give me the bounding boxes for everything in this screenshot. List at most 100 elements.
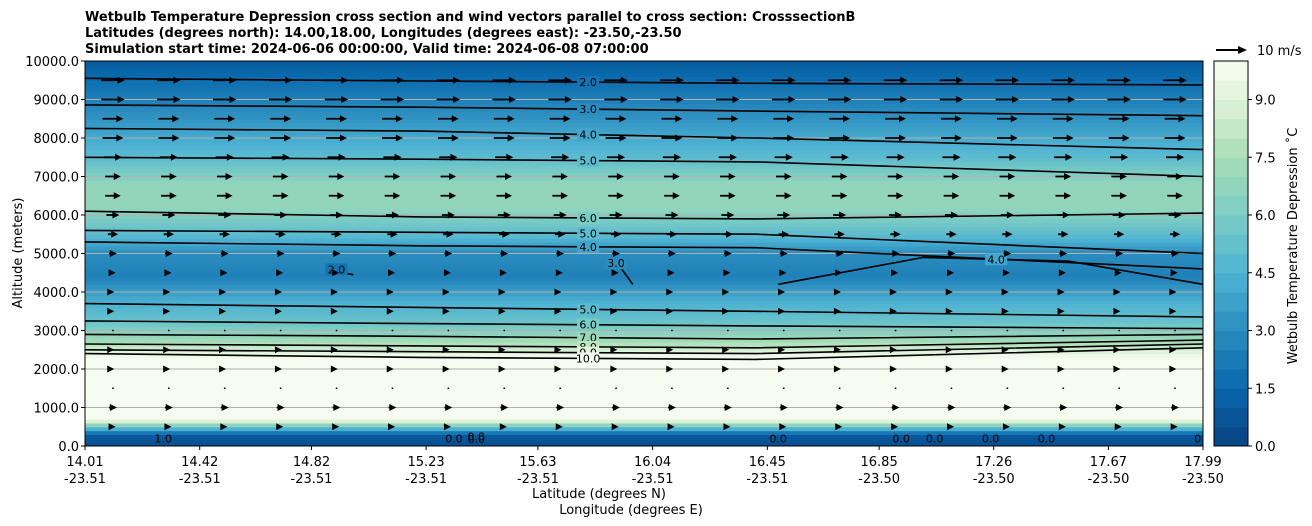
wind-vector-head — [836, 250, 844, 257]
contour-label-bg — [577, 318, 600, 331]
wind-vector-head — [274, 307, 282, 315]
contour-fill-band — [85, 280, 1203, 285]
wind-vector-head — [620, 76, 628, 84]
wind-vector-head — [498, 346, 506, 354]
wind-vector-head — [442, 365, 450, 373]
wind-vector-head — [787, 134, 795, 142]
wind-vector-head — [501, 250, 509, 257]
wind-vector-head — [1178, 134, 1186, 142]
contour-fill-band — [85, 99, 1203, 104]
x-tick-label-lon: -23.51 — [64, 472, 106, 487]
wind-vector-head — [449, 192, 457, 200]
wind-vector-head — [564, 96, 572, 103]
contour-fill-band — [85, 268, 1203, 274]
wind-vector-head — [728, 192, 736, 200]
wind-vector-head — [833, 307, 841, 315]
wind-vector-head — [445, 404, 453, 411]
wind-vector-head — [787, 115, 795, 123]
wind-vector-head — [229, 96, 237, 103]
plot-area: 2.03.04.05.06.05.04.05.06.07.08.09.010.0… — [85, 61, 1203, 446]
wind-vector-head — [219, 307, 227, 315]
wind-vector-head — [843, 134, 851, 142]
colorbar-tick-label: 6.0 — [1255, 209, 1276, 224]
contour-fill-band — [85, 111, 1203, 116]
wind-vector-head — [1171, 404, 1179, 411]
contour-label: 2.0 — [328, 263, 346, 276]
wind-vector-head — [1008, 173, 1016, 180]
wind-vector — [1006, 329, 1009, 332]
wind-vector-head — [163, 346, 171, 354]
wind-vector-head — [724, 250, 732, 257]
contour-label-bg — [577, 128, 600, 141]
contour-label: 5.0 — [579, 227, 597, 240]
y-tick-label: 4000.0 — [34, 286, 80, 301]
wind-vector — [391, 387, 394, 390]
contour-fill-band — [85, 138, 1203, 143]
wind-vector-head — [225, 173, 233, 180]
wind-vector-head — [564, 76, 572, 84]
wind-vector-head — [1170, 269, 1178, 277]
wind-vector-head — [107, 365, 115, 373]
wind-vector-head — [395, 115, 403, 123]
wind-vector-head — [394, 153, 402, 161]
wind-vector-head — [334, 230, 342, 238]
wind-vector — [615, 329, 617, 332]
contour-fill-band — [85, 342, 1203, 347]
colorbar-segment — [1214, 388, 1248, 408]
contour-fill-band — [85, 392, 1203, 397]
wind-vector — [1118, 329, 1121, 332]
x-tick-label-lat: 15.63 — [519, 455, 556, 470]
wind-vector-head — [1010, 134, 1018, 142]
wind-vector-head — [506, 153, 514, 161]
wind-vector-head — [330, 346, 338, 354]
wind-vector-head — [675, 134, 683, 142]
wind-vector-head — [1001, 365, 1009, 373]
contour-fill-band — [85, 241, 1203, 247]
contour-label-bg — [577, 303, 600, 316]
wind-vector-head — [785, 153, 793, 161]
contour-label-bg — [325, 263, 348, 276]
contour-fill-band — [85, 407, 1203, 412]
wind-vector-head — [169, 173, 177, 180]
contour-fill-band — [85, 403, 1203, 409]
wind-vector-head — [1058, 269, 1066, 277]
filled-contours — [85, 61, 1203, 446]
wind-vector-head — [388, 269, 396, 277]
y-tick-label: 5000.0 — [34, 248, 80, 263]
wind-vector-head — [108, 269, 116, 277]
wind-vector-head — [112, 211, 120, 219]
wind-vector — [950, 387, 953, 390]
wind-vector-head — [948, 250, 956, 257]
x-tick-label-lon: -23.51 — [179, 472, 221, 487]
contour-fill-band — [85, 230, 1203, 235]
contour-fill-band — [85, 257, 1203, 262]
colorbar-tick-label: 0.0 — [1255, 440, 1276, 455]
wind-vector-head — [833, 365, 841, 373]
colorbar-segment — [1214, 272, 1248, 293]
wind-vector-head — [1004, 250, 1012, 257]
wind-vector-head — [618, 153, 626, 161]
wind-vector-head — [950, 211, 958, 219]
x-tick-label-lon: -23.50 — [973, 472, 1015, 487]
contour-fill-band — [85, 145, 1203, 151]
wind-vector-head — [1002, 423, 1010, 431]
colorbar-tick-label: 7.5 — [1255, 151, 1276, 166]
wind-vector — [671, 387, 673, 390]
contour-fill-band — [85, 76, 1203, 81]
contour-fill-band — [85, 426, 1203, 432]
wind-vector-head — [443, 423, 451, 431]
wind-vector-head — [388, 423, 396, 431]
contour-fill-band — [85, 153, 1203, 158]
contour-fill-band — [85, 168, 1203, 174]
wind-vector-head — [332, 269, 340, 277]
colorbar-label: Wetbulb Temperature Depression ˚C — [1285, 128, 1301, 365]
wind-vector-head — [889, 365, 897, 373]
y-tick-label: 1000.0 — [34, 402, 80, 417]
wind-vector-head — [610, 346, 618, 354]
wind-vector-head — [843, 115, 851, 123]
wind-vector-head — [726, 230, 734, 238]
wind-vector-head — [563, 134, 571, 142]
wind-vector-head — [1173, 230, 1181, 238]
quiver-key: 10 m/s — [1216, 44, 1302, 59]
